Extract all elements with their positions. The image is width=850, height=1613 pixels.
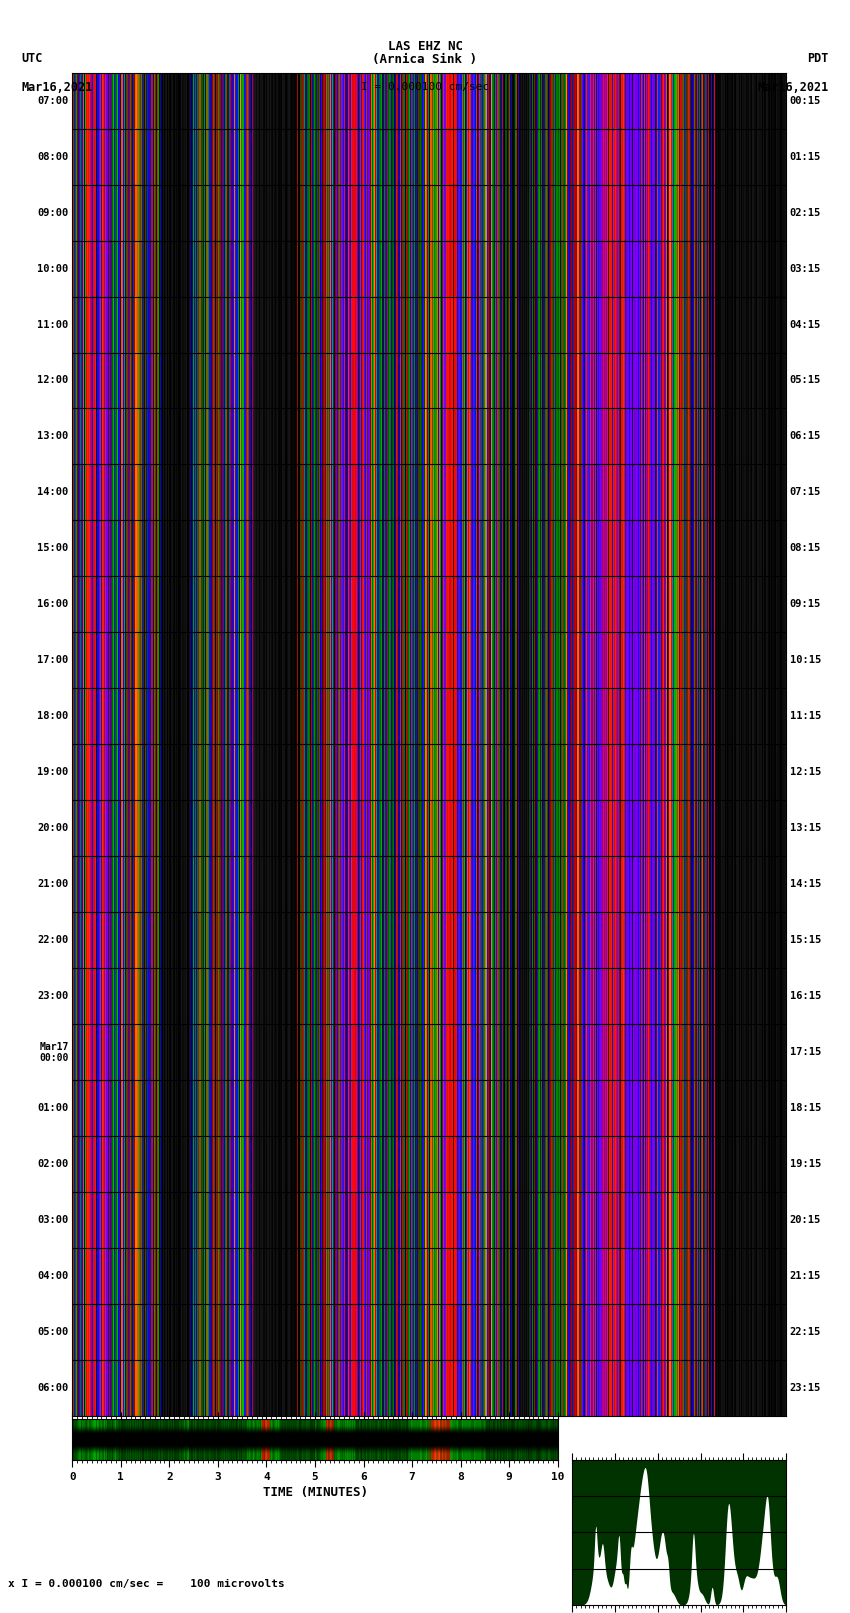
Text: 06:00: 06:00 [37, 1384, 69, 1394]
Text: 02:00: 02:00 [37, 1160, 69, 1169]
Text: 08:00: 08:00 [37, 152, 69, 161]
Text: 23:15: 23:15 [790, 1384, 821, 1394]
Text: 07:15: 07:15 [790, 487, 821, 497]
Text: 05:15: 05:15 [790, 376, 821, 386]
Text: 14:15: 14:15 [790, 879, 821, 889]
Text: 16:15: 16:15 [790, 992, 821, 1002]
Text: 08:15: 08:15 [790, 544, 821, 553]
Text: 19:00: 19:00 [37, 768, 69, 777]
Text: 03:15: 03:15 [790, 263, 821, 274]
Text: (Arnica Sink ): (Arnica Sink ) [372, 53, 478, 66]
Text: 17:15: 17:15 [790, 1047, 821, 1057]
X-axis label: TIME (MINUTES): TIME (MINUTES) [263, 1486, 367, 1498]
Text: 09:00: 09:00 [37, 208, 69, 218]
Text: 23:00: 23:00 [37, 992, 69, 1002]
Text: 22:00: 22:00 [37, 936, 69, 945]
Text: 10:00: 10:00 [37, 263, 69, 274]
Text: 18:00: 18:00 [37, 711, 69, 721]
Text: 11:15: 11:15 [790, 711, 821, 721]
Text: Mar16,2021: Mar16,2021 [21, 81, 93, 94]
Text: 11:00: 11:00 [37, 319, 69, 329]
Text: Mar17
00:00: Mar17 00:00 [39, 1042, 69, 1063]
Text: 07:00: 07:00 [37, 95, 69, 105]
Text: 19:15: 19:15 [790, 1160, 821, 1169]
Text: I = 0.000100 cm/sec: I = 0.000100 cm/sec [361, 82, 489, 92]
Text: 02:15: 02:15 [790, 208, 821, 218]
Text: 10:15: 10:15 [790, 655, 821, 666]
Text: 06:15: 06:15 [790, 432, 821, 442]
Text: 14:00: 14:00 [37, 487, 69, 497]
Text: x I = 0.000100 cm/sec =    100 microvolts: x I = 0.000100 cm/sec = 100 microvolts [8, 1579, 286, 1589]
Text: 20:15: 20:15 [790, 1215, 821, 1226]
Text: 13:00: 13:00 [37, 432, 69, 442]
Text: 00:15: 00:15 [790, 95, 821, 105]
Text: 12:15: 12:15 [790, 768, 821, 777]
Text: UTC: UTC [21, 52, 42, 65]
Text: LAS EHZ NC: LAS EHZ NC [388, 40, 462, 53]
Text: 20:00: 20:00 [37, 823, 69, 834]
Text: 09:15: 09:15 [790, 600, 821, 610]
Text: 21:00: 21:00 [37, 879, 69, 889]
Text: 16:00: 16:00 [37, 600, 69, 610]
Text: 13:15: 13:15 [790, 823, 821, 834]
Text: 17:00: 17:00 [37, 655, 69, 666]
Text: 01:15: 01:15 [790, 152, 821, 161]
Text: 12:00: 12:00 [37, 376, 69, 386]
Text: 04:00: 04:00 [37, 1271, 69, 1281]
Text: 18:15: 18:15 [790, 1103, 821, 1113]
Text: Mar16,2021: Mar16,2021 [757, 81, 829, 94]
Text: 05:00: 05:00 [37, 1327, 69, 1337]
Text: 22:15: 22:15 [790, 1327, 821, 1337]
Text: 01:00: 01:00 [37, 1103, 69, 1113]
Text: PDT: PDT [808, 52, 829, 65]
Text: 04:15: 04:15 [790, 319, 821, 329]
Text: 15:00: 15:00 [37, 544, 69, 553]
Text: 15:15: 15:15 [790, 936, 821, 945]
Text: 03:00: 03:00 [37, 1215, 69, 1226]
Text: 21:15: 21:15 [790, 1271, 821, 1281]
